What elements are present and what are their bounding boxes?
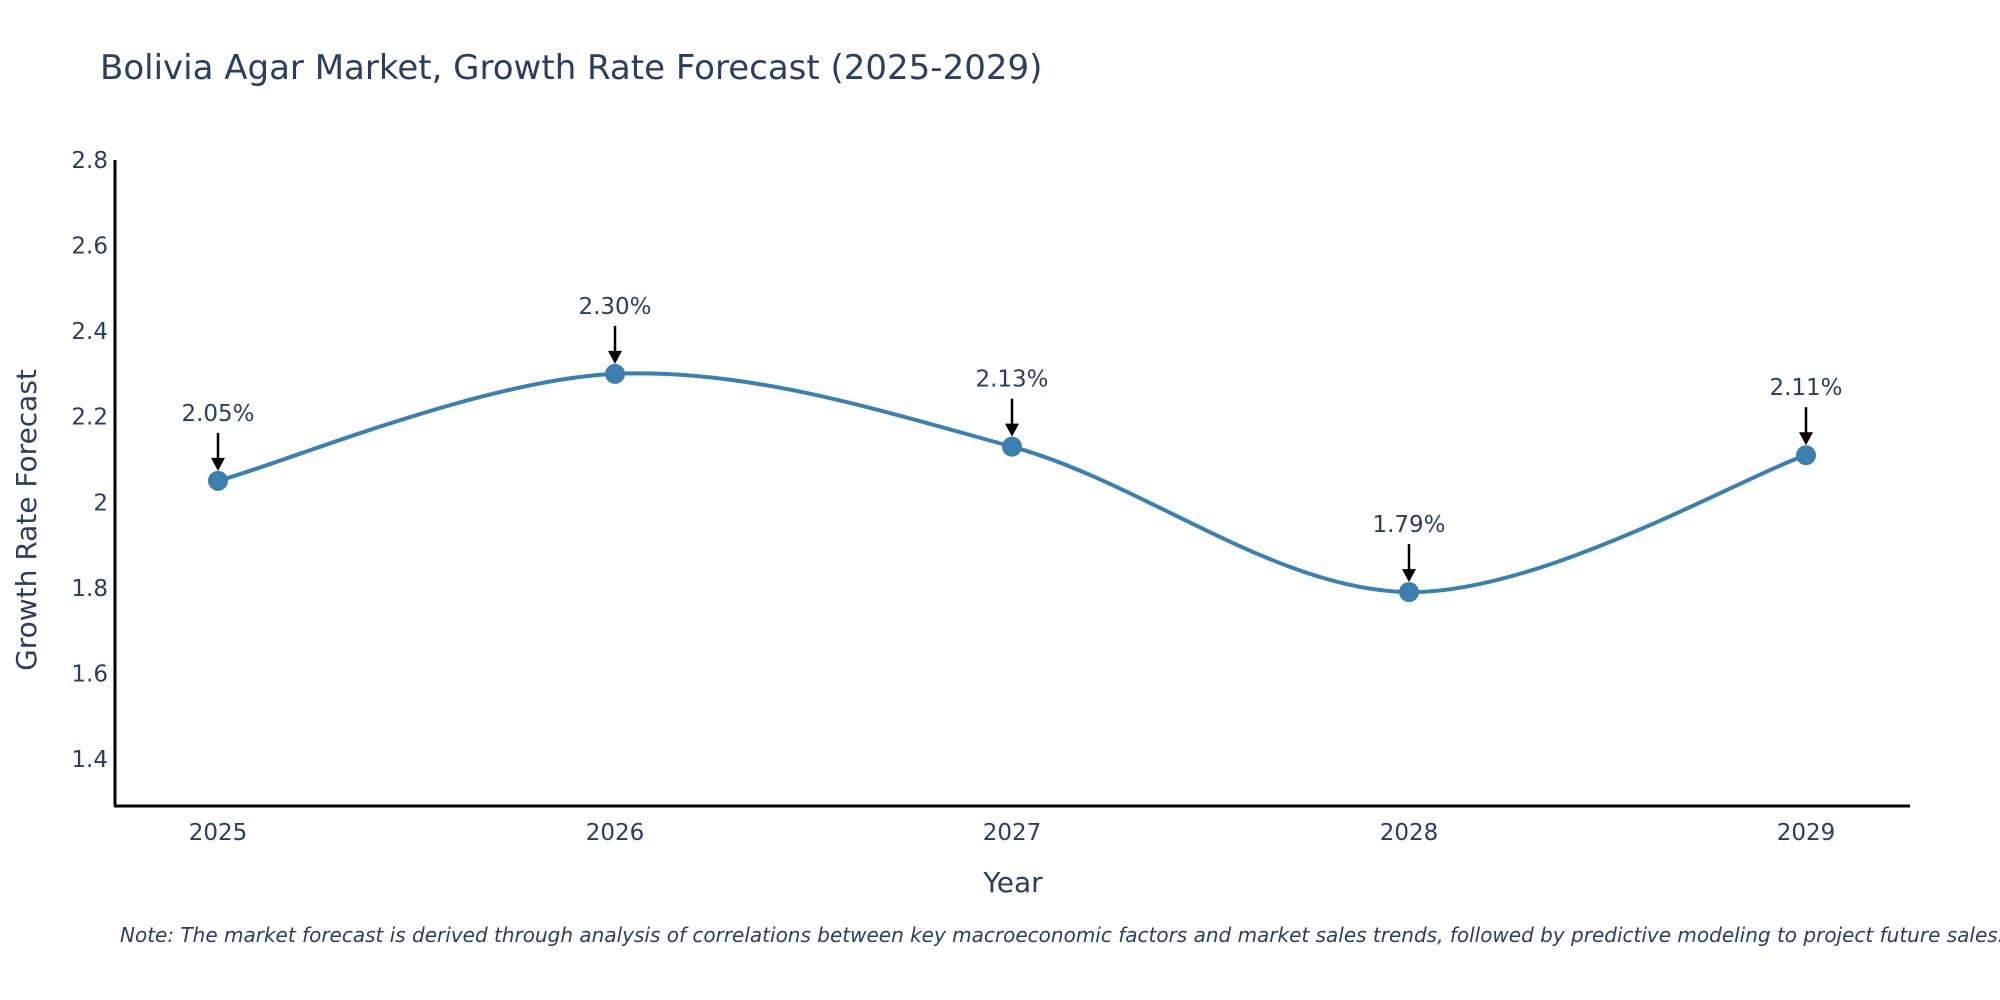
- forecast-note: Note: The market forecast is derived thr…: [120, 923, 2000, 947]
- x-tick-label: 2028: [1380, 820, 1439, 846]
- data-point-marker: [1796, 445, 1816, 466]
- chart-title: Bolivia Agar Market, Growth Rate Forecas…: [100, 48, 1042, 88]
- y-tick-label: 2.4: [71, 319, 108, 345]
- data-point-marker: [605, 363, 625, 384]
- y-tick-label: 1.4: [71, 747, 108, 773]
- x-tick-label: 2029: [1777, 820, 1836, 846]
- data-label: 2.05%: [181, 401, 254, 427]
- annotation-arrow-head: [1799, 432, 1813, 446]
- y-tick-label: 2.6: [71, 234, 108, 260]
- y-tick-label: 2.2: [71, 405, 108, 431]
- x-axis-title: Year: [982, 866, 1043, 899]
- x-tick-label: 2027: [983, 820, 1042, 846]
- annotation-arrow-head: [1402, 569, 1416, 583]
- data-label: 2.11%: [1769, 375, 1842, 401]
- x-tick-label: 2025: [189, 820, 248, 846]
- data-label: 1.79%: [1372, 512, 1445, 538]
- annotation-arrow-head: [608, 350, 622, 364]
- data-point-marker: [1002, 436, 1022, 457]
- y-tick-label: 1.8: [71, 576, 108, 602]
- x-axis-ticks: 2025 2026 2027 2028 2029: [189, 820, 1836, 846]
- y-axis-ticks: 1.4 1.6 1.8 2 2.2 2.4 2.6 2.8: [71, 148, 108, 773]
- data-point-marker: [208, 470, 228, 491]
- data-point-marker: [1399, 582, 1419, 603]
- x-tick-label: 2026: [586, 820, 645, 846]
- y-tick-label: 2.8: [71, 148, 108, 174]
- data-label: 2.13%: [975, 367, 1048, 393]
- annotation-arrow-head: [211, 457, 225, 471]
- data-label: 2.30%: [578, 294, 651, 320]
- y-axis-title: Growth Rate Forecast: [10, 369, 43, 671]
- y-tick-label: 1.6: [71, 661, 108, 687]
- data-markers: [208, 363, 1816, 603]
- annotation-arrow-head: [1005, 423, 1019, 437]
- data-annotations: 2.05% 2.30% 2.13% 1.79% 2.11%: [181, 294, 1843, 583]
- y-tick-label: 2: [93, 490, 108, 516]
